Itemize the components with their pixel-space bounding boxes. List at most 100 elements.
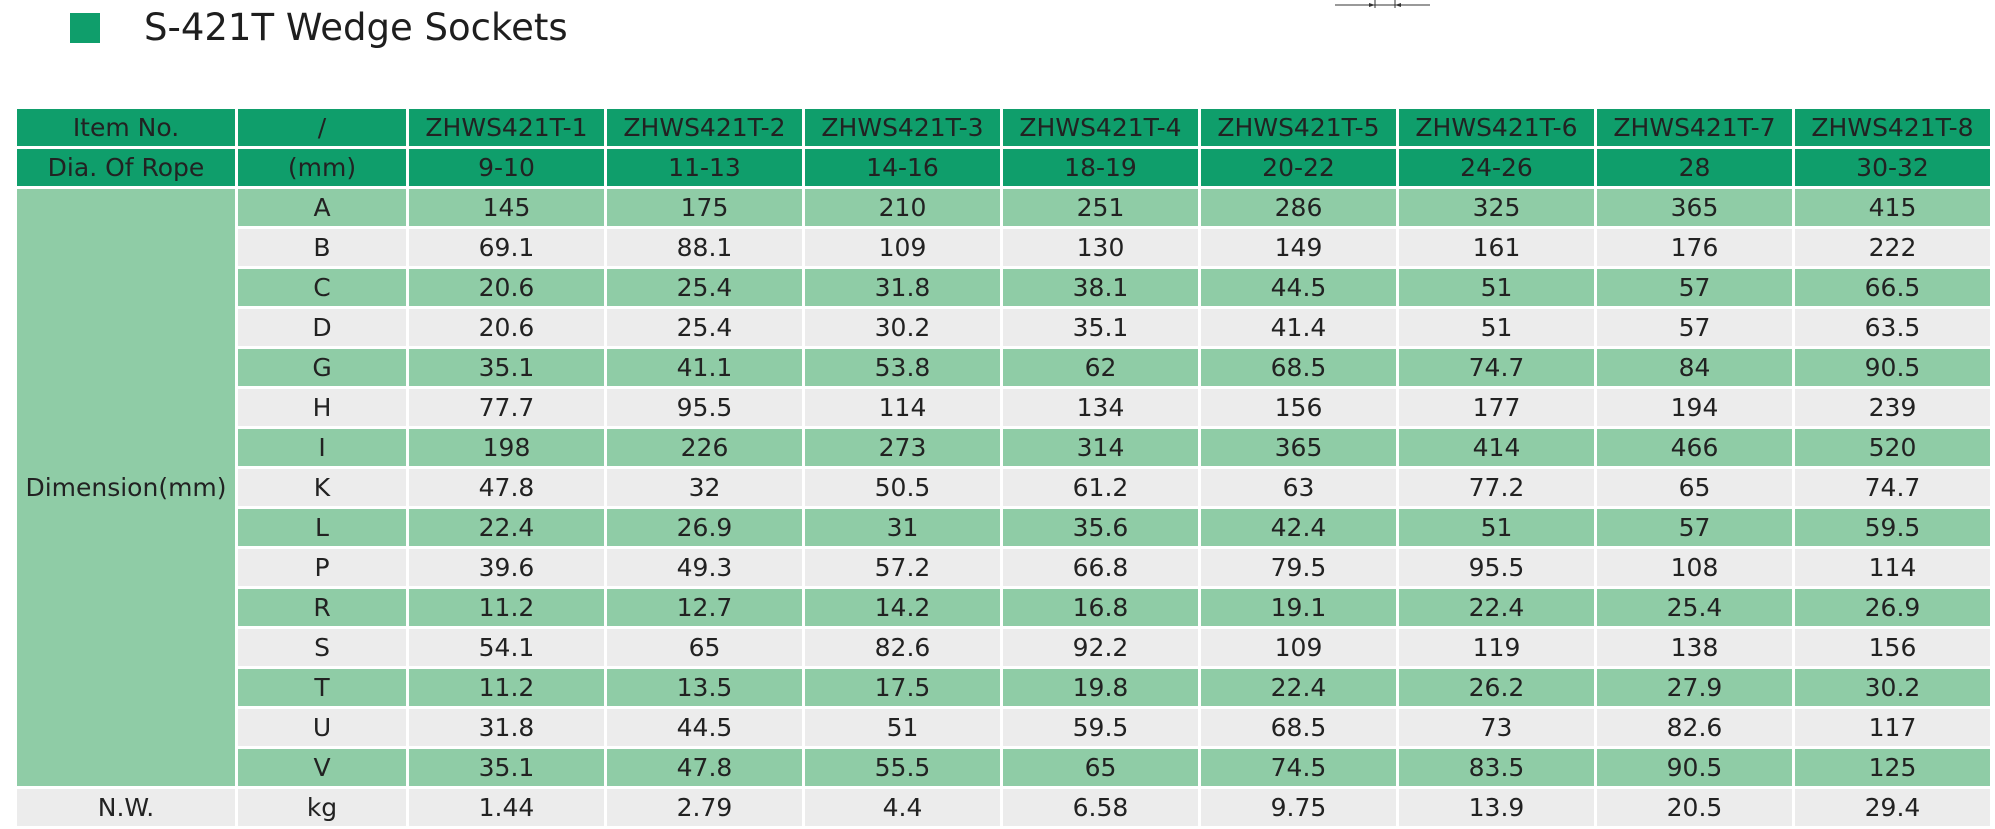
dimension-row: U 31.8 44.5 51 59.5 68.5 73 82.6 117 [17,709,1990,746]
dimension-name-cell: A [238,189,406,226]
dimension-value-cell: 74.5 [1201,749,1396,786]
header-value-cell: 9-10 [409,149,604,186]
header-value-cell: ZHWS421T-7 [1597,109,1792,146]
dimension-name-cell: P [238,549,406,586]
header-value-cell: 20-22 [1201,149,1396,186]
dimension-value-cell: 74.7 [1399,349,1594,386]
weight-unit-cell: kg [238,789,406,826]
header-value-cell: ZHWS421T-8 [1795,109,1990,146]
dimension-row: H 77.7 95.5 114 134 156 177 194 239 [17,389,1990,426]
header-row: Item No. / ZHWS421T-1 ZHWS421T-2 ZHWS421T-3 Z… [17,109,1990,146]
dimension-value-cell: 62 [1003,349,1198,386]
dimension-value-cell: 51 [805,709,1000,746]
dimension-value-cell: 11.2 [409,669,604,706]
dimension-name-cell: C [238,269,406,306]
dimension-value-cell: 210 [805,189,1000,226]
dimension-value-cell: 145 [409,189,604,226]
weight-value-cell: 29.4 [1795,789,1990,826]
dimension-value-cell: 83.5 [1399,749,1594,786]
dimension-value-cell: 65 [607,629,802,666]
dimension-value-cell: 415 [1795,189,1990,226]
dimension-value-cell: 239 [1795,389,1990,426]
dimension-value-cell: 57 [1597,269,1792,306]
dimension-value-cell: 84 [1597,349,1792,386]
weight-value-cell: 1.44 [409,789,604,826]
header-value-cell: 24-26 [1399,149,1594,186]
dimension-value-cell: 61.2 [1003,469,1198,506]
header-value-cell: 14-16 [805,149,1000,186]
dimension-value-cell: 22.4 [1201,669,1396,706]
dimension-row: L 22.4 26.9 31 35.6 42.4 51 57 59.5 [17,509,1990,546]
header-value-cell: 11-13 [607,149,802,186]
dimension-value-cell: 74.7 [1795,469,1990,506]
dimension-value-cell: 41.4 [1201,309,1396,346]
dimension-row: C 20.6 25.4 31.8 38.1 44.5 51 57 66.5 [17,269,1990,306]
dimension-value-cell: 69.1 [409,229,604,266]
header-value-cell: ZHWS421T-2 [607,109,802,146]
dimension-value-cell: 414 [1399,429,1594,466]
dimension-value-cell: 95.5 [1399,549,1594,586]
dimension-name-cell: R [238,589,406,626]
dimension-name-cell: H [238,389,406,426]
dimension-value-cell: 59.5 [1003,709,1198,746]
dimension-value-cell: 12.7 [607,589,802,626]
dimension-row: K 47.8 32 50.5 61.2 63 77.2 65 74.7 [17,469,1990,506]
dimension-value-cell: 73 [1399,709,1594,746]
dimension-name-cell: U [238,709,406,746]
dimension-value-cell: 77.2 [1399,469,1594,506]
dimension-value-cell: 114 [1795,549,1990,586]
dimension-row: B 69.1 88.1 109 130 149 161 176 222 [17,229,1990,266]
dimension-value-cell: 19.8 [1003,669,1198,706]
dimension-value-cell: 57 [1597,309,1792,346]
dimension-value-cell: 222 [1795,229,1990,266]
weight-value-cell: 6.58 [1003,789,1198,826]
weight-row: N.W. kg 1.44 2.79 4.4 6.58 9.75 13.9 20.5 29.4 [17,789,1990,826]
dimension-value-cell: 25.4 [607,269,802,306]
dimension-value-cell: 51 [1399,509,1594,546]
dimension-value-cell: 68.5 [1201,709,1396,746]
dimension-value-cell: 35.1 [409,349,604,386]
dimension-value-cell: 114 [805,389,1000,426]
dimension-arrow-fragment [1335,0,1430,8]
dimension-value-cell: 32 [607,469,802,506]
dimension-value-cell: 226 [607,429,802,466]
dimension-value-cell: 90.5 [1795,349,1990,386]
dimension-row: G 35.1 41.1 53.8 62 68.5 74.7 84 90.5 [17,349,1990,386]
dimension-value-cell: 25.4 [607,309,802,346]
dimension-name-cell: T [238,669,406,706]
dimension-name-cell: B [238,229,406,266]
dimension-value-cell: 51 [1399,269,1594,306]
dimension-value-cell: 49.3 [607,549,802,586]
dimension-value-cell: 520 [1795,429,1990,466]
dimension-value-cell: 79.5 [1201,549,1396,586]
dimension-value-cell: 41.1 [607,349,802,386]
dimension-value-cell: 31.8 [409,709,604,746]
dimension-value-cell: 27.9 [1597,669,1792,706]
dimension-value-cell: 82.6 [1597,709,1792,746]
dimension-value-cell: 286 [1201,189,1396,226]
dimension-value-cell: 149 [1201,229,1396,266]
dimension-value-cell: 42.4 [1201,509,1396,546]
dimension-value-cell: 35.1 [1003,309,1198,346]
dimension-value-cell: 11.2 [409,589,604,626]
dimension-value-cell: 20.6 [409,309,604,346]
page-title: S-421T Wedge Sockets [144,6,568,49]
dimension-value-cell: 50.5 [805,469,1000,506]
dimension-value-cell: 177 [1399,389,1594,426]
dimension-value-cell: 82.6 [805,629,1000,666]
dimension-value-cell: 109 [805,229,1000,266]
header-value-cell: ZHWS421T-6 [1399,109,1594,146]
page-header: S-421T Wedge Sockets [0,0,1995,100]
dimension-value-cell: 20.6 [409,269,604,306]
header-value-cell: 18-19 [1003,149,1198,186]
dimension-value-cell: 53.8 [805,349,1000,386]
dimension-value-cell: 251 [1003,189,1198,226]
dimension-value-cell: 90.5 [1597,749,1792,786]
dimension-value-cell: 109 [1201,629,1396,666]
dimension-row: V 35.1 47.8 55.5 65 74.5 83.5 90.5 125 [17,749,1990,786]
dimension-value-cell: 125 [1795,749,1990,786]
dimension-value-cell: 26.2 [1399,669,1594,706]
dimension-value-cell: 95.5 [607,389,802,426]
dimension-value-cell: 31 [805,509,1000,546]
dimension-value-cell: 22.4 [1399,589,1594,626]
